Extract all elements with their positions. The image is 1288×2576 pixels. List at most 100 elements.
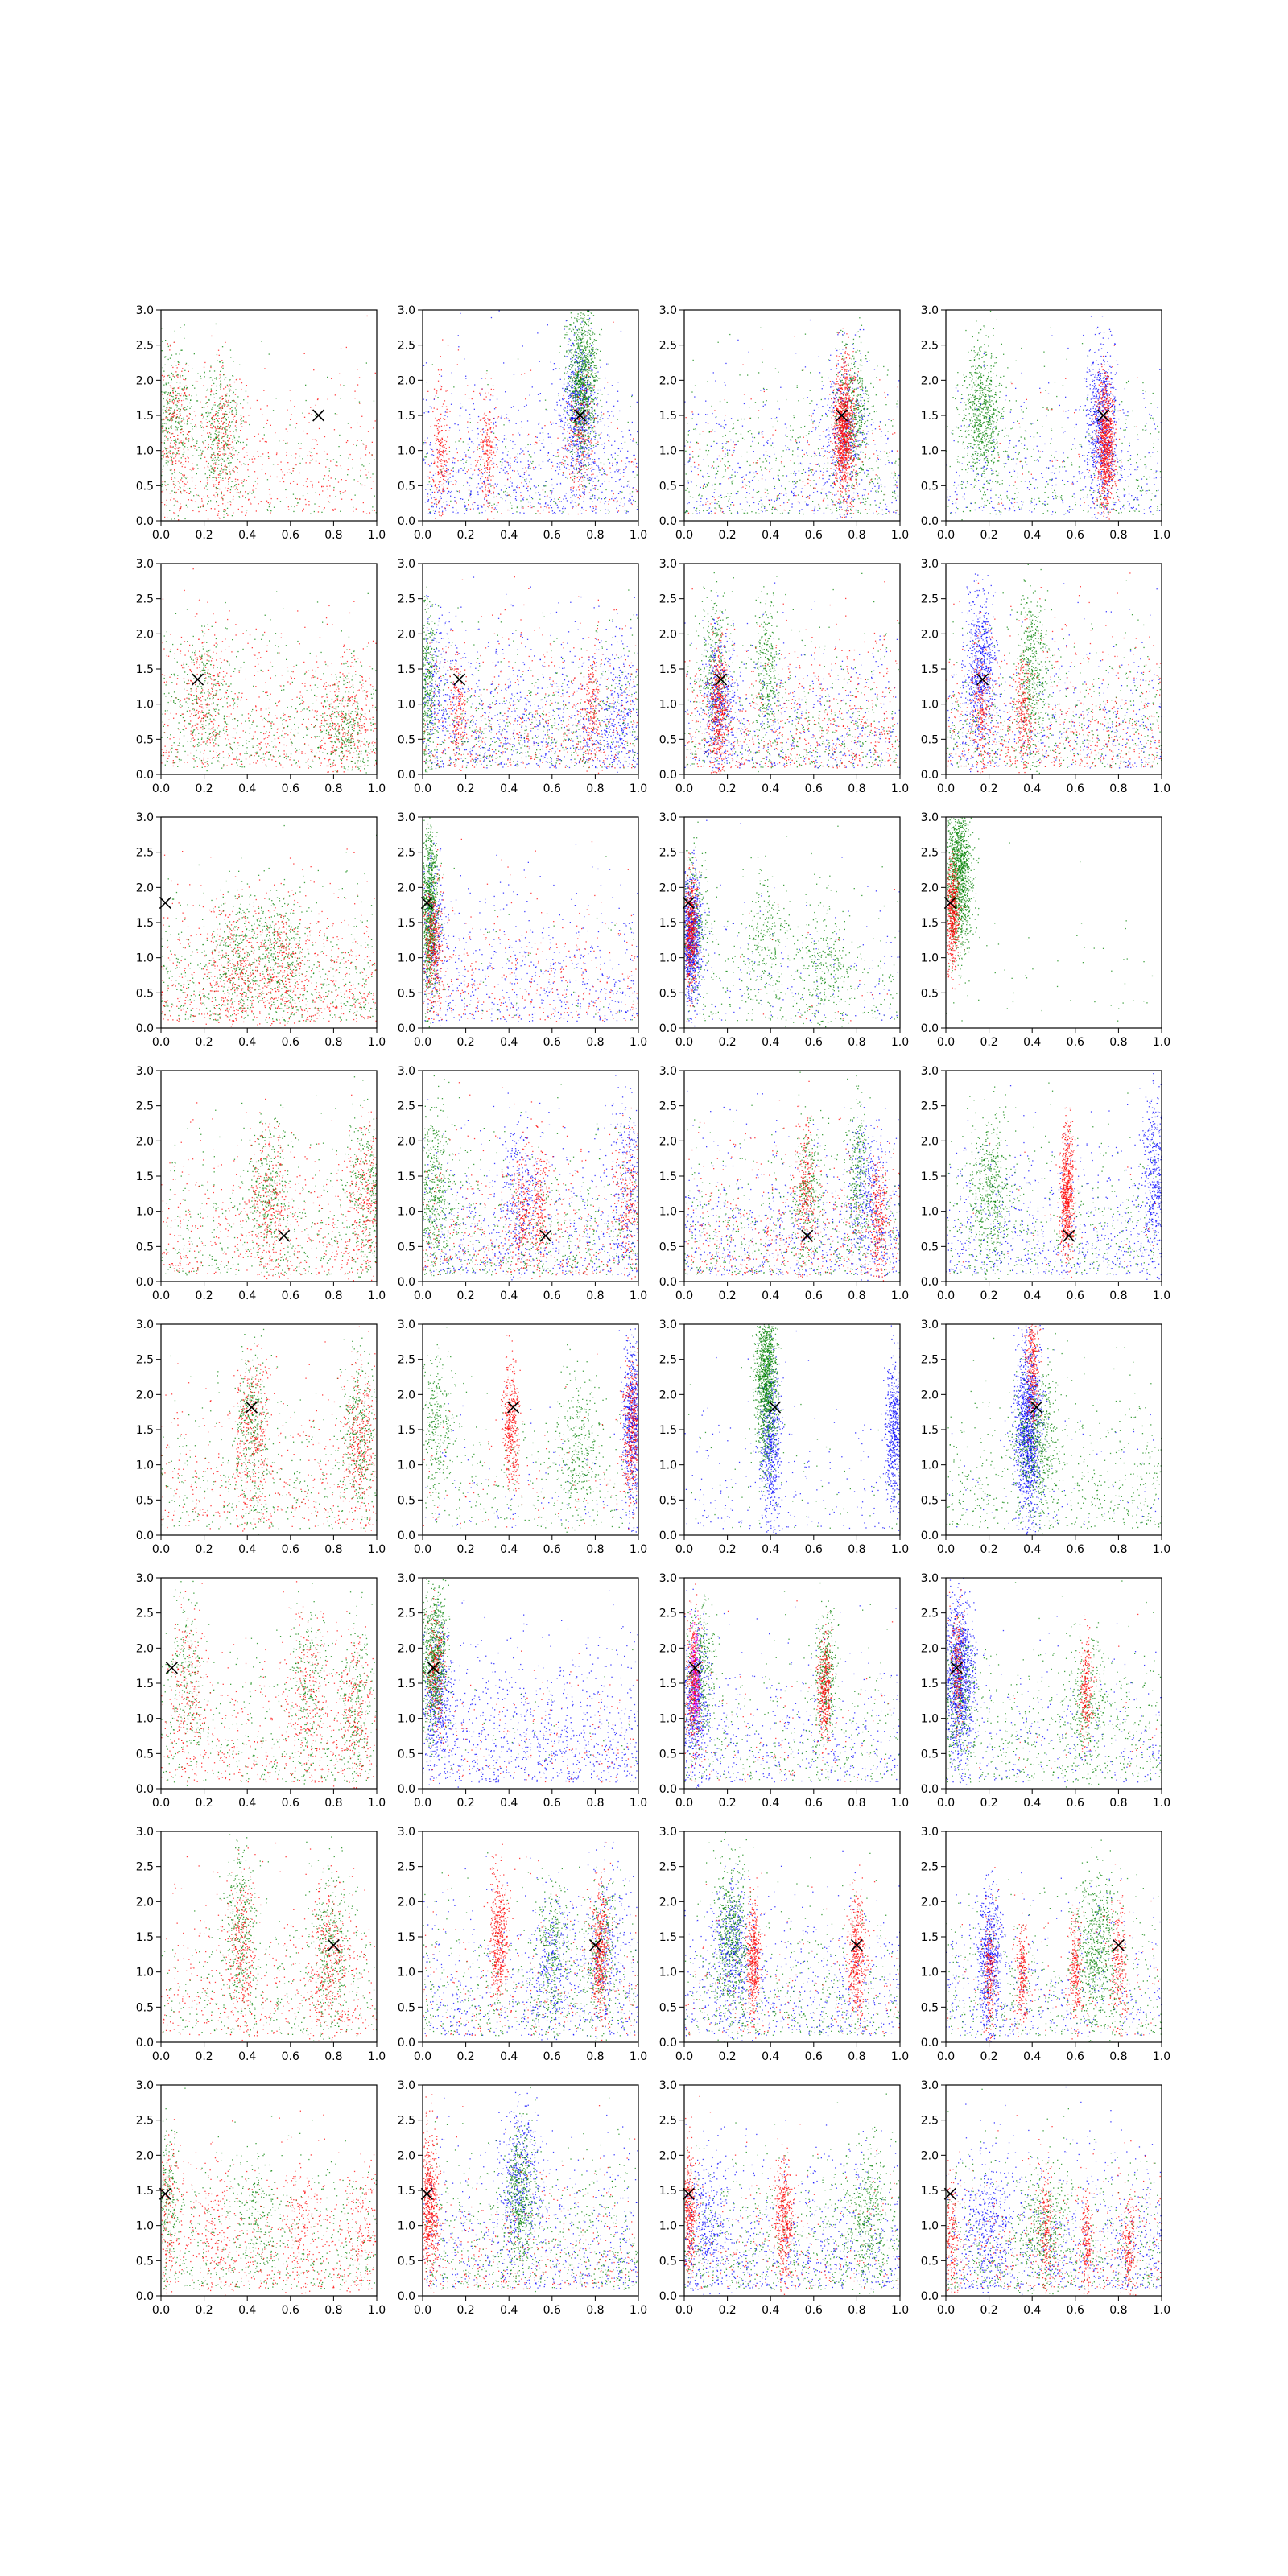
point: [581, 484, 582, 485]
point: [591, 498, 592, 499]
point: [575, 384, 576, 385]
point: [523, 486, 524, 487]
point: [592, 351, 593, 352]
point: [515, 496, 516, 497]
point: [583, 395, 584, 396]
point: [212, 460, 213, 461]
point: [238, 509, 239, 510]
point: [618, 510, 619, 511]
point: [214, 370, 215, 371]
point: [482, 447, 483, 448]
point: [630, 499, 631, 500]
point: [217, 488, 218, 489]
point: [501, 489, 502, 490]
point: [437, 449, 438, 450]
point: [229, 390, 230, 391]
point: [446, 468, 447, 469]
point: [221, 463, 222, 464]
point: [578, 345, 579, 346]
point: [581, 364, 582, 365]
point: [582, 360, 583, 361]
point: [508, 464, 509, 465]
point: [439, 508, 440, 509]
point: [442, 439, 443, 440]
point: [485, 422, 486, 423]
point: [184, 446, 185, 447]
point: [375, 373, 376, 374]
point: [581, 372, 582, 373]
point: [587, 403, 588, 404]
point: [581, 463, 582, 464]
point: [165, 340, 166, 341]
point: [584, 465, 585, 466]
point: [443, 489, 444, 490]
point: [182, 389, 183, 390]
point: [588, 417, 589, 418]
point: [217, 420, 218, 421]
point: [168, 392, 169, 393]
point: [520, 476, 521, 477]
point: [169, 413, 170, 414]
point: [559, 462, 560, 463]
point: [528, 467, 529, 468]
point: [454, 462, 455, 463]
point: [439, 374, 440, 375]
point: [557, 449, 558, 450]
point: [595, 375, 596, 376]
point: [427, 391, 428, 392]
x-tick-label: 1.0: [368, 529, 386, 542]
point: [566, 386, 567, 387]
point: [175, 440, 176, 441]
point: [441, 466, 442, 467]
point: [280, 501, 281, 502]
point: [218, 511, 219, 512]
point: [496, 444, 497, 445]
point: [189, 488, 190, 489]
point: [565, 391, 566, 392]
point: [581, 507, 582, 508]
point: [208, 501, 209, 502]
point: [439, 481, 440, 482]
point: [213, 484, 214, 485]
point: [460, 408, 461, 409]
point: [162, 484, 163, 485]
point: [432, 451, 433, 452]
point: [187, 434, 188, 435]
point: [495, 407, 496, 408]
point: [225, 394, 226, 395]
point: [168, 409, 169, 410]
point: [550, 437, 551, 438]
point: [287, 462, 288, 463]
point: [359, 403, 360, 404]
point: [186, 409, 187, 410]
point: [593, 508, 594, 509]
point: [218, 451, 219, 452]
point: [226, 513, 227, 514]
point: [434, 435, 435, 436]
point: [600, 400, 601, 401]
point: [269, 353, 270, 354]
point: [570, 477, 571, 478]
point: [572, 387, 573, 388]
point: [235, 422, 236, 423]
point: [241, 492, 242, 493]
point: [173, 376, 174, 377]
point: [575, 431, 576, 432]
point: [216, 411, 217, 412]
point: [524, 479, 525, 480]
point: [480, 431, 481, 432]
point: [590, 330, 591, 331]
point: [236, 412, 237, 413]
point: [180, 426, 181, 427]
point: [590, 366, 591, 367]
point: [210, 366, 211, 367]
y-tick-label: 0.0: [136, 515, 154, 528]
point: [481, 506, 482, 507]
point: [229, 462, 230, 463]
point: [627, 451, 628, 452]
point: [597, 421, 598, 422]
point: [592, 427, 593, 428]
point: [234, 485, 235, 486]
point: [582, 379, 583, 380]
point: [522, 450, 523, 451]
